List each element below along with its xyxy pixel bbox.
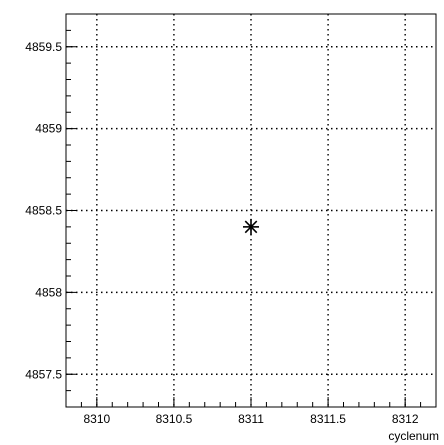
data-point — [243, 218, 259, 235]
x-tick-label: 8311 — [238, 412, 264, 426]
x-tick-label: 8312 — [392, 412, 419, 426]
x-axis-title: cyclenum — [388, 429, 439, 443]
x-tick-label: 8310 — [83, 412, 110, 426]
x-tick-label: 8310.5 — [156, 412, 193, 426]
y-tick-label: 4858.5 — [25, 204, 62, 218]
y-tick-label: 4857.5 — [25, 367, 62, 381]
y-tick-label: 4859.5 — [25, 40, 62, 54]
data-points — [243, 218, 259, 235]
x-axis: 8310 8310.5 8311 8311.5 8312 — [65, 397, 437, 426]
grid-lines — [66, 14, 436, 407]
y-axis: 4857.5 4858 4858.5 4859 4859.5 — [25, 13, 76, 408]
y-tick-label: 4859 — [35, 122, 62, 136]
y-tick-label: 4858 — [35, 285, 62, 299]
x-tick-label: 8311.5 — [310, 412, 346, 426]
